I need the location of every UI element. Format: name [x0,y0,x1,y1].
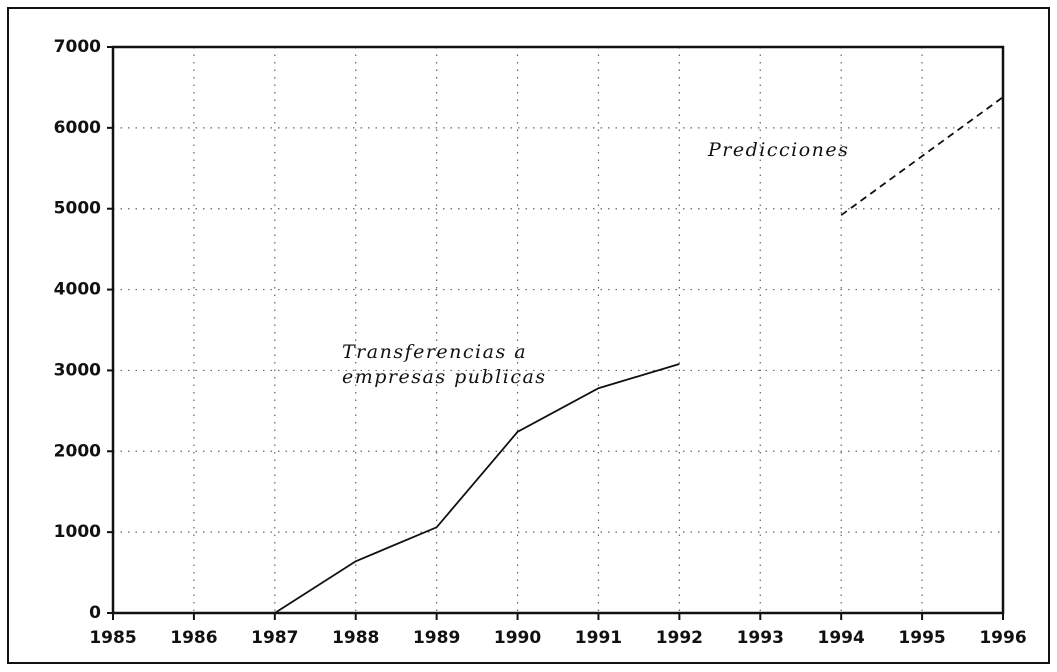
x-tick-label: 1996 [979,628,1026,648]
x-tick-label: 1986 [170,628,217,648]
x-tick-label: 1985 [89,628,136,648]
plot-area [111,45,1005,615]
x-tick-label: 1990 [494,628,541,648]
y-tick-label: 4000 [54,280,101,300]
series-label: Transferencias a empresas publicas [342,341,547,388]
x-tick-label: 1987 [251,628,298,648]
x-tick-label: 1993 [737,628,784,648]
y-tick-label: 1000 [54,522,101,542]
y-tick-label: 5000 [54,199,101,219]
x-tick-label: 1995 [898,628,945,648]
x-tick-label: 1992 [656,628,703,648]
series-label: Predicciones [708,139,850,161]
frame [7,7,1050,664]
x-tick-label: 1988 [332,628,379,648]
y-tick-label: 2000 [54,441,101,461]
y-tick-label: 6000 [54,118,101,138]
line [840,96,1004,216]
y-tick-label: 3000 [54,360,101,380]
x-tick-label: 1991 [575,628,622,648]
x-tick-label: 1989 [413,628,460,648]
y-tick-label: 7000 [54,37,101,57]
y-tick-label: 0 [89,603,101,623]
x-tick-label: 1994 [818,628,865,648]
line [274,363,680,614]
